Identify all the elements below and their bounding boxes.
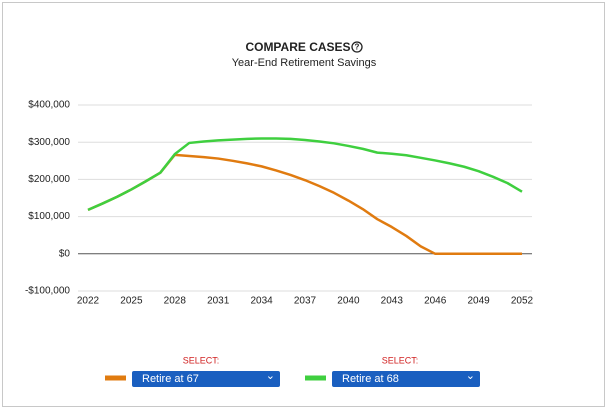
x-tick-label: 2037: [294, 296, 317, 307]
y-tick-label: $100,000: [28, 211, 70, 222]
x-tick-label: 2022: [77, 296, 100, 307]
chart-title: COMPARE CASES: [245, 40, 350, 54]
case-dropdown[interactable]: Retire at 67: [132, 368, 280, 387]
x-tick-label: 2052: [511, 296, 534, 307]
y-tick-label: -$100,000: [25, 286, 70, 297]
select-label: SELECT:: [183, 355, 220, 365]
x-tick-label: 2043: [381, 296, 404, 307]
x-tick-label: 2031: [207, 296, 230, 307]
x-tick-label: 2049: [467, 296, 490, 307]
x-tick-label: 2034: [250, 296, 273, 307]
x-tick-label: 2025: [120, 296, 143, 307]
help-icon[interactable]: [351, 41, 363, 53]
y-tick-label: $200,000: [28, 174, 70, 185]
chart-subtitle: Year-End Retirement Savings: [232, 57, 377, 69]
x-tick-label: 2028: [164, 296, 187, 307]
x-tick-label: 2040: [337, 296, 360, 307]
y-tick-label: $400,000: [28, 100, 70, 111]
y-tick-label: $300,000: [28, 137, 70, 148]
x-tick-label: 2046: [424, 296, 447, 307]
case-dropdown[interactable]: Retire at 68: [332, 368, 480, 387]
select-label: SELECT:: [382, 355, 419, 365]
y-tick-label: $0: [59, 248, 71, 259]
series-line: [87, 137, 523, 212]
help-icon-mark: ?: [355, 43, 360, 52]
